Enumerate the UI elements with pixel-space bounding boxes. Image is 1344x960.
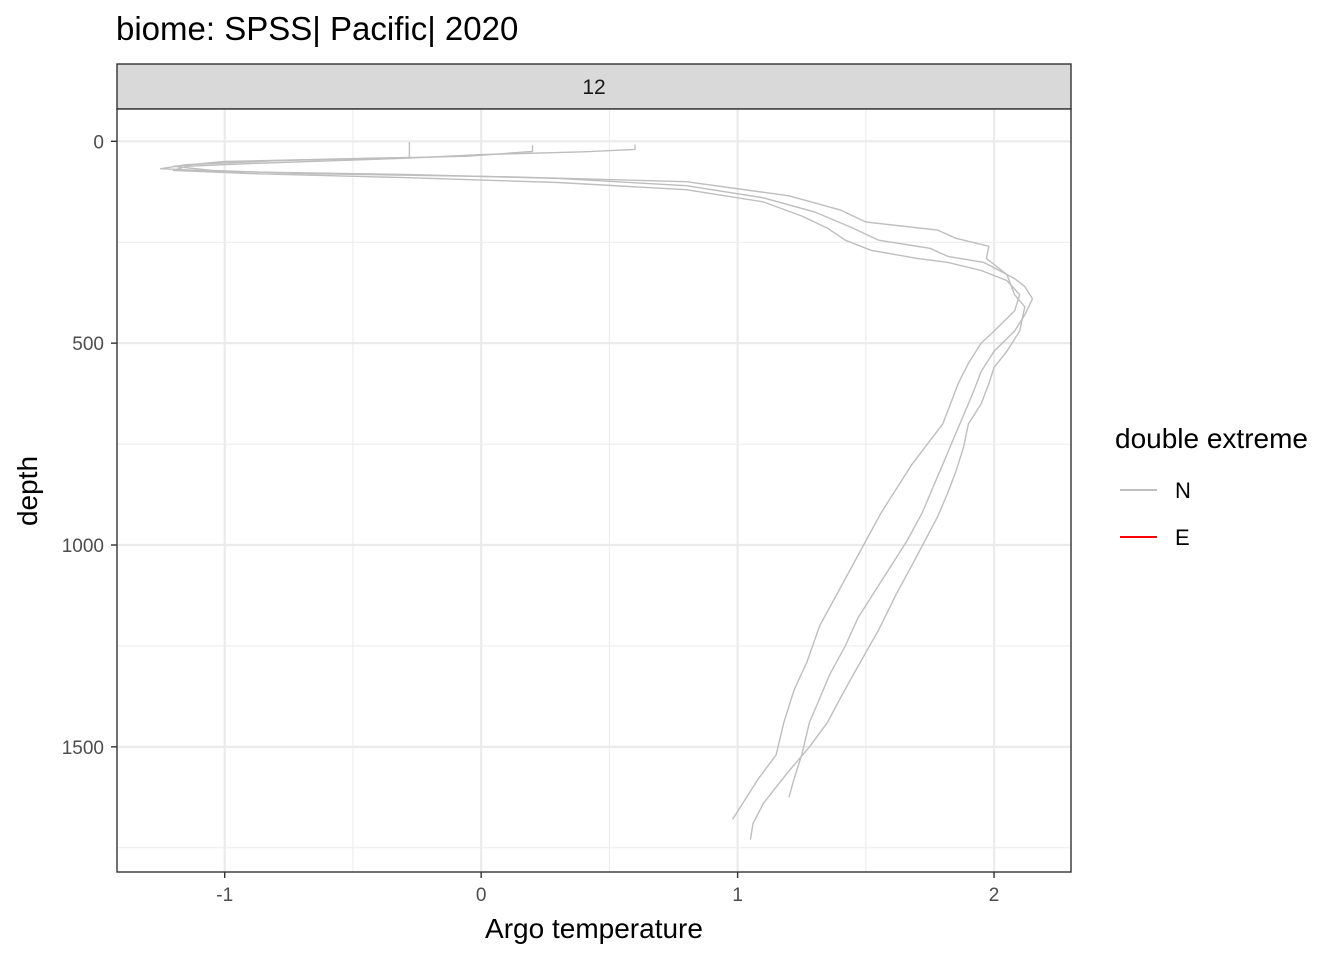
series-layer xyxy=(159,142,1034,840)
y-axis: 0 500 1000 1500 xyxy=(62,132,117,759)
facet-strip xyxy=(116,63,1072,110)
major-gridlines xyxy=(117,109,1071,872)
series-line-2 xyxy=(159,145,1034,798)
plot-panel xyxy=(117,109,1071,872)
series-line-1 xyxy=(172,142,1026,840)
facet-label: 12 xyxy=(582,76,605,99)
x-tick-label: 2 xyxy=(989,885,1000,906)
legend-label-n: N xyxy=(1175,478,1191,503)
legend-title: double extreme xyxy=(1115,423,1308,454)
x-axis: -1 0 1 2 xyxy=(216,872,999,906)
x-axis-title: Argo temperature xyxy=(485,913,703,944)
y-tick-label: 1500 xyxy=(62,738,104,759)
x-tick-label: 0 xyxy=(476,885,487,906)
series-line-3 xyxy=(172,144,1021,820)
legend: double extreme NE xyxy=(1115,423,1308,550)
x-tick-label: -1 xyxy=(216,885,233,906)
legend-entries: NE xyxy=(1120,478,1191,550)
y-tick-label: 1000 xyxy=(62,536,104,557)
panel-border xyxy=(116,108,1072,873)
legend-label-e: E xyxy=(1175,525,1190,550)
minor-gridlines xyxy=(117,109,1071,872)
y-tick-label: 500 xyxy=(72,334,104,355)
y-tick-label: 0 xyxy=(93,132,104,153)
y-axis-title: depth xyxy=(12,456,43,526)
chart-title: biome: SPSS| Pacific| 2020 xyxy=(116,10,518,47)
x-tick-label: 1 xyxy=(732,885,743,906)
